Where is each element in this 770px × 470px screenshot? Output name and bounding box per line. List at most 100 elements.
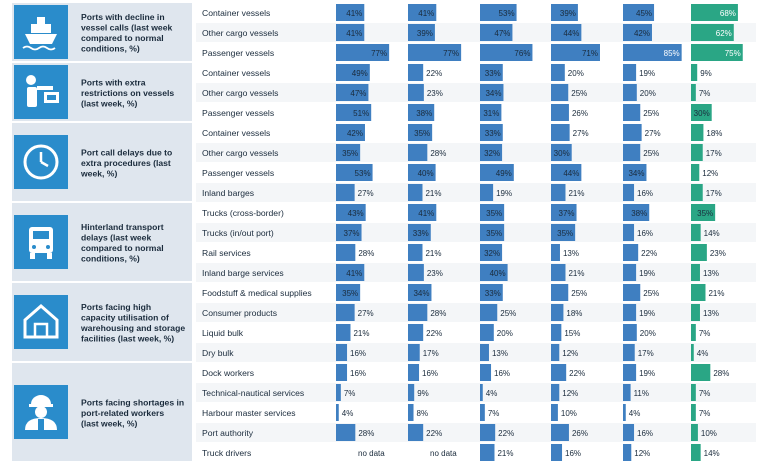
bar — [408, 44, 462, 61]
bar — [551, 344, 560, 361]
bar-value-label: 44% — [563, 29, 579, 38]
bar-value-label: 9% — [700, 69, 712, 78]
bar-value-label: 40% — [418, 169, 434, 178]
bar — [551, 364, 567, 381]
bar — [336, 384, 341, 401]
bar-value-label: 34% — [485, 89, 501, 98]
bar — [691, 84, 696, 101]
bar — [623, 344, 635, 361]
bar — [480, 404, 485, 421]
bar-value-label: 7% — [699, 329, 711, 338]
bar — [691, 224, 701, 241]
ship-icon — [14, 5, 68, 59]
bar — [551, 44, 600, 61]
bar — [623, 304, 637, 321]
bar — [623, 384, 631, 401]
group-title: Ports facing high capacity utilisation of… — [80, 302, 185, 344]
bar — [691, 324, 696, 341]
row-label: Passenger vessels — [202, 108, 274, 118]
bar-value-label: 15% — [564, 329, 580, 338]
bar — [336, 64, 370, 81]
row: Passenger vessels 53% 40% 49% 44% 34% 12% — [196, 163, 756, 182]
row-label: Foodstuff & medical supplies — [202, 288, 312, 298]
row: Trucks (in/out port) 37% 33% 35% 35% 16% 14% — [196, 223, 756, 242]
bar-value-label: 42% — [634, 29, 650, 38]
bar-value-label: 12% — [562, 349, 578, 358]
bar-value-label: 20% — [497, 329, 513, 338]
bar — [336, 84, 369, 101]
bar-value-label: 16% — [637, 189, 653, 198]
bar — [551, 124, 570, 141]
row-label: Technical-nautical services — [202, 388, 304, 398]
row-label: Passenger vessels — [202, 168, 274, 178]
bar — [408, 244, 423, 261]
bar-value-label: 35% — [486, 229, 502, 238]
bar-value-label: 17% — [706, 149, 722, 158]
bar-value-label: 23% — [710, 249, 726, 258]
bar — [623, 4, 655, 21]
bar-value-label: 51% — [353, 109, 369, 118]
row-label: Dock workers — [202, 368, 254, 378]
bar-value-label: 4% — [486, 389, 498, 398]
bar — [480, 104, 502, 121]
bar-value-label: 16% — [637, 429, 653, 438]
bar-value-label: 12% — [634, 449, 650, 458]
bar — [623, 144, 641, 161]
row: Foodstuff & medical supplies 35% 34% 33% 25%… — [196, 283, 756, 302]
bar — [336, 124, 365, 141]
group-4: Hinterland transport delays (last week com… — [12, 203, 756, 282]
bar-value-label: 28% — [430, 149, 446, 158]
bar-value-label: 28% — [430, 309, 446, 318]
bar-value-label: 43% — [348, 209, 364, 218]
row-label: Inland barges — [202, 188, 254, 198]
bar-value-label: 30% — [694, 109, 710, 118]
bar-value-label: 19% — [496, 189, 512, 198]
bar-value-label: 25% — [500, 309, 516, 318]
bar-value-label: 16% — [637, 229, 653, 238]
bar-value-label: 42% — [347, 129, 363, 138]
bar-value-label: 32% — [484, 249, 500, 258]
bar-value-label: 35% — [697, 209, 713, 218]
bar-value-label: 31% — [483, 109, 499, 118]
bar — [408, 164, 436, 181]
bar — [623, 404, 626, 421]
bar-value-label: 53% — [499, 9, 515, 18]
row-label: Dry bulk — [202, 348, 234, 358]
bar — [551, 424, 569, 441]
bar — [551, 324, 562, 341]
bar — [623, 364, 637, 381]
bar — [408, 404, 414, 421]
bar — [408, 184, 423, 201]
bar-value-label: 45% — [636, 9, 652, 18]
bar — [691, 24, 734, 41]
bar-value-label: 17% — [638, 349, 654, 358]
bar-value-label: 10% — [701, 429, 717, 438]
bar-value-label: 49% — [496, 169, 512, 178]
bar-value-label: 16% — [422, 369, 438, 378]
bar — [480, 164, 514, 181]
bar-value-label: 17% — [706, 189, 722, 198]
row: Truck drivers no data no data 21% 16% 12% 14% — [196, 443, 756, 462]
bar-value-label: 21% — [425, 189, 441, 198]
bar — [408, 284, 432, 301]
bar-value-label: 47% — [494, 29, 510, 38]
bar — [336, 224, 362, 241]
row: Inland barges 27% 21% 19% 21% 16% 17% — [196, 183, 756, 202]
bar-value-label: 27% — [645, 129, 661, 138]
bar — [336, 144, 361, 161]
bar — [551, 444, 563, 461]
bar-value-label: 22% — [426, 69, 442, 78]
bar-value-label: 19% — [639, 369, 655, 378]
bar — [480, 284, 503, 301]
bar — [480, 144, 503, 161]
bar-value-label: 4% — [342, 409, 354, 418]
bar-value-label: 16% — [350, 369, 366, 378]
bar — [480, 244, 503, 261]
bar-value-label: 7% — [699, 409, 711, 418]
row-label: Container vessels — [202, 68, 270, 78]
bar-value-label: 41% — [346, 9, 362, 18]
bar-value-label: 21% — [568, 269, 584, 278]
bar-value-label: 41% — [346, 29, 362, 38]
bar-value-label: 16% — [350, 349, 366, 358]
row-label: Container vessels — [202, 128, 270, 138]
